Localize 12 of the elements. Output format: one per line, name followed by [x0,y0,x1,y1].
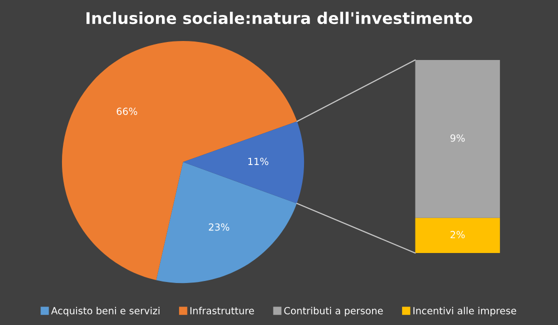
data-label: 2% [450,230,465,238]
data-label: 23% [208,223,230,231]
pie-slice [183,121,304,204]
data-label: 11% [248,158,268,166]
legend-label: Incentivi alle imprese [413,306,516,316]
legend-label: Acquisto beni e servizi [51,306,160,316]
legend-label: Contributi a persone [284,306,383,316]
data-label: 66% [116,108,138,115]
data-label: 9% [450,134,465,142]
legend-label: Infrastrutture [190,306,254,314]
pie-slice [62,40,298,280]
chart-title: Inclusione sociale:natura dell'investimento [86,12,472,24]
